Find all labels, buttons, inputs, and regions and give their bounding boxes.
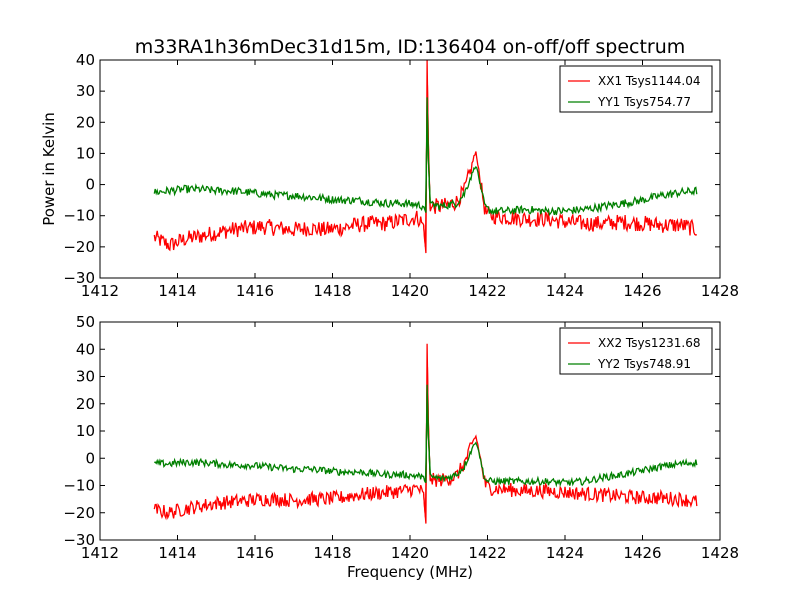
x-tick-label: 1422 [468,282,506,300]
series-peak-2-2 [423,384,431,484]
chart-title: m33RA1h36mDec31d15m, ID:136404 on-off/of… [135,36,686,58]
x-tick-label: 1412 [81,544,119,562]
panel-1: 1412 1414 1416 1418 1420 1422 1424 1426 1428 −30 −… [40,51,739,300]
x-tick-label: 1418 [313,544,351,562]
y-axis-title: Power in Kelvin [40,112,58,226]
y-tick-label: 20 [76,395,95,413]
x-tick-label: 1420 [391,282,429,300]
legend: XX1 Tsys1144.04 YY1 Tsys754.77 [559,65,713,113]
x-tick-label: 1428 [701,544,739,562]
panel-2: 1412 1414 1416 1418 1420 1422 1424 1426 1428 −30 −… [63,313,739,581]
x-tick-label: 1426 [623,282,661,300]
y-tick-label: 10 [76,422,95,440]
x-tick-label: 1412 [81,282,119,300]
legend-box [559,65,713,113]
x-tick-label: 1428 [701,282,739,300]
legend-entry: YY2 Tsys748.91 [597,357,691,371]
x-tick-label: 1424 [546,544,584,562]
x-tick-label: 1422 [468,544,506,562]
y-tick-label: 30 [76,368,95,386]
y-tick-label: −30 [63,269,95,287]
y-tick-label: 20 [76,113,95,131]
y-tick-label: 40 [76,340,95,358]
legend: XX2 Tsys1231.68 YY2 Tsys748.91 [559,327,713,375]
y-tick-label: −10 [63,477,95,495]
y-tick-label: 10 [76,144,95,162]
legend-entry: YY1 Tsys754.77 [597,95,691,109]
series-peak-1-2 [422,97,431,213]
y-tick-label: −30 [63,531,95,549]
x-tick-label: 1426 [623,544,661,562]
x-axis-title: Frequency (MHz) [347,563,473,581]
y-tick-label: 0 [85,176,95,194]
y-tick-label: −10 [63,207,95,225]
y-tick-label: 40 [76,51,95,69]
y-tick-label: −20 [63,504,95,522]
legend-entry: XX2 Tsys1231.68 [598,336,700,350]
legend-box [559,327,713,375]
y-tick-label: −20 [63,238,95,256]
legend-entry: XX1 Tsys1144.04 [598,74,700,88]
x-tick-label: 1424 [546,282,584,300]
y-tick-label: 50 [76,313,95,331]
y-tick-label: 30 [76,82,95,100]
x-tick-label: 1418 [313,282,351,300]
x-tick-label: 1414 [158,282,196,300]
x-tick-label: 1416 [236,282,274,300]
x-tick-label: 1420 [391,544,429,562]
x-tick-label: 1416 [236,544,274,562]
x-tick-label: 1414 [158,544,196,562]
y-tick-label: 0 [85,449,95,467]
